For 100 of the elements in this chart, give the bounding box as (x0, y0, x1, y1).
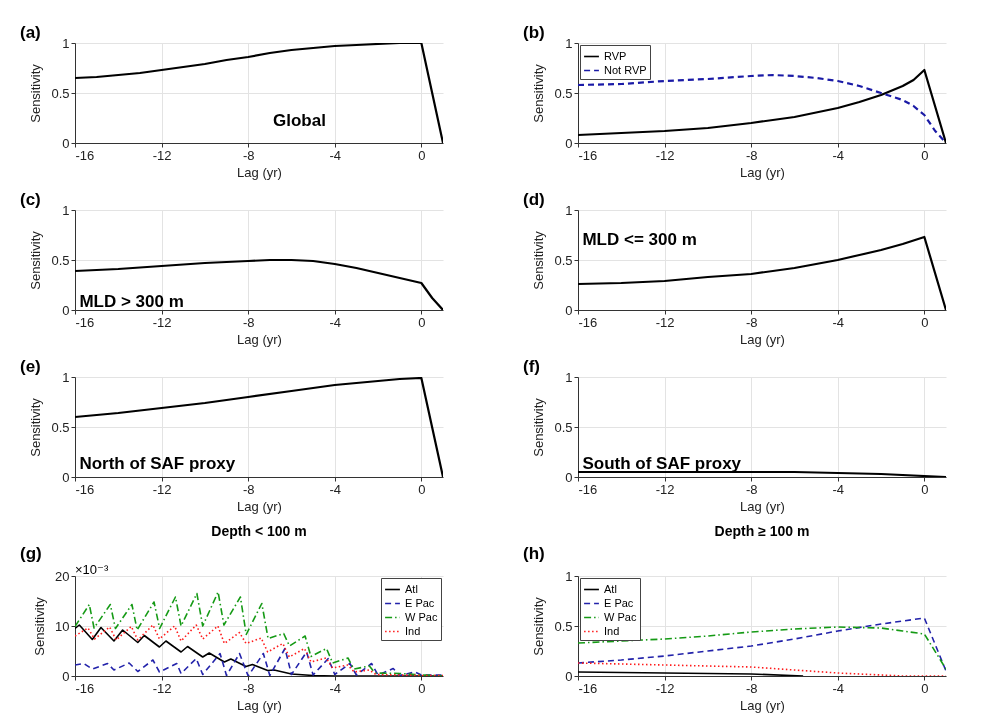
y-tick-label: 0 (62, 135, 70, 151)
line-series (578, 626, 946, 670)
x-axis-title: Lag (yr) (237, 331, 282, 347)
x-tick-label: -4 (329, 314, 342, 330)
y-tick-label: 1 (565, 35, 573, 51)
text: (f) (523, 357, 540, 376)
x-tick-label: -4 (832, 314, 845, 330)
annotation: North of SAF proxy (79, 454, 236, 473)
x-tick-label: -4 (832, 147, 845, 163)
y-tick-label: 0 (62, 469, 70, 485)
legend-label: E Pac (405, 596, 435, 609)
y-axis-title: Sensitivity (32, 596, 48, 656)
x-tick-label: -12 (152, 481, 172, 497)
y-tick-label: 0 (565, 302, 573, 318)
y-tick-label: 0 (62, 668, 70, 684)
x-tick-label: -4 (329, 680, 342, 696)
y-tick-label: 1 (565, 202, 573, 218)
chart-title: Depth ≥ 100 m (714, 523, 810, 539)
x-tick-label: -8 (242, 314, 255, 330)
y-tick-label: 0 (565, 668, 573, 684)
x-tick-label: -12 (655, 147, 675, 163)
y-tick-label: 0.5 (554, 252, 573, 268)
x-tick-label: -12 (152, 147, 172, 163)
x-tick-label: -8 (745, 314, 758, 330)
legend-label: Ind (405, 624, 421, 637)
x-tick-label: -16 (578, 147, 598, 163)
y-axis-title: Sensitivity (531, 397, 547, 457)
x-axis-title: Lag (yr) (740, 697, 785, 713)
x-tick-label: -4 (329, 481, 342, 497)
x-axis-title: Lag (yr) (740, 164, 785, 180)
annotation: MLD <= 300 m (582, 230, 697, 249)
x-tick-label: -16 (75, 680, 95, 696)
text: (d) (523, 190, 545, 209)
y-axis-title: Sensitivity (531, 63, 547, 123)
x-tick-label: -16 (75, 147, 95, 163)
y-tick-label: 1 (565, 369, 573, 385)
y-tick-label: 0 (62, 302, 70, 318)
y-tick-label: 0.5 (51, 252, 70, 268)
x-tick-label: -12 (655, 314, 675, 330)
y-tick-label: 0.5 (51, 85, 70, 101)
y-tick-label: 0.5 (554, 618, 573, 634)
annotation: South of SAF proxy (582, 454, 742, 473)
x-tick-label: 0 (921, 147, 929, 163)
legend-label: Ind (604, 624, 620, 637)
y-tick-label: 1 (62, 369, 70, 385)
y-tick-label: 0.5 (554, 85, 573, 101)
x-tick-label: -16 (578, 680, 598, 696)
legend-label: Atl (405, 582, 418, 595)
y-tick-label: 1 (62, 202, 70, 218)
x-tick-label: 0 (418, 680, 426, 696)
y-axis-title: Sensitivity (28, 63, 44, 123)
x-tick-label: 0 (418, 147, 426, 163)
x-tick-label: -8 (745, 147, 758, 163)
legend-label: W Pac (405, 610, 438, 623)
y-tick-label: 0.5 (554, 419, 573, 435)
x-tick-label: -8 (242, 481, 255, 497)
y-axis-title: Sensitivity (531, 596, 547, 656)
x-tick-label: 0 (418, 481, 426, 497)
x-axis-title: Lag (yr) (237, 164, 282, 180)
x-axis-title: Lag (yr) (237, 498, 282, 514)
x-axis-title: Lag (yr) (237, 697, 282, 713)
x-tick-label: -8 (242, 680, 255, 696)
x-tick-label: -12 (152, 314, 172, 330)
y-axis-title: Sensitivity (531, 230, 547, 290)
x-axis-title: Lag (yr) (740, 331, 785, 347)
x-tick-label: 0 (418, 314, 426, 330)
text: (h) (523, 544, 545, 563)
legend-label: Atl (604, 582, 617, 595)
x-tick-label: 0 (921, 481, 929, 497)
annotation: MLD > 300 m (79, 292, 184, 311)
text: (c) (20, 190, 41, 209)
x-tick-label: 0 (921, 314, 929, 330)
x-tick-label: -8 (242, 147, 255, 163)
annotation: Global (273, 111, 326, 130)
x-tick-label: -12 (655, 481, 675, 497)
x-axis-title: Lag (yr) (740, 498, 785, 514)
chart-title: Depth < 100 m (211, 523, 307, 539)
x-tick-label: -4 (832, 680, 845, 696)
text: (b) (523, 23, 545, 42)
y-tick-label: 1 (565, 568, 573, 584)
legend-label: W Pac (604, 610, 637, 623)
x-tick-label: -12 (152, 680, 172, 696)
y-axis-title: Sensitivity (28, 230, 44, 290)
text: (g) (20, 544, 42, 563)
text: (e) (20, 357, 41, 376)
x-tick-label: -8 (745, 680, 758, 696)
annotation: ×10⁻³ (75, 562, 109, 577)
y-tick-label: 1 (62, 35, 70, 51)
y-tick-label: 0 (565, 469, 573, 485)
x-tick-label: -16 (578, 481, 598, 497)
legend-label: E Pac (604, 596, 634, 609)
legend-label: Not RVP (604, 63, 647, 76)
y-tick-label: 0.5 (51, 419, 70, 435)
text: (a) (20, 23, 41, 42)
x-tick-label: -8 (745, 481, 758, 497)
legend-label: RVP (604, 49, 627, 62)
x-tick-label: -16 (578, 314, 598, 330)
x-tick-label: -16 (75, 481, 95, 497)
x-tick-label: -16 (75, 314, 95, 330)
y-tick-label: 20 (55, 568, 70, 584)
